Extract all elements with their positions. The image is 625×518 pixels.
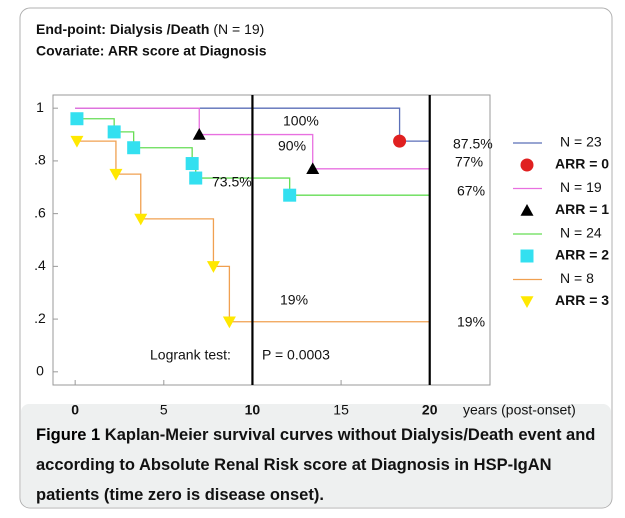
annotation: 77% <box>455 154 483 170</box>
caption-label: Figure 1 <box>36 426 101 444</box>
legend-label: N = 24 <box>560 225 602 241</box>
caption-text: Kaplan-Meier survival curves without Dia… <box>36 426 596 504</box>
annotation: Logrank test: <box>150 347 231 363</box>
x-tick-label: 15 <box>333 402 349 418</box>
x-axis-label: years (post-onset) <box>463 402 576 418</box>
legend-label: ARR = 3 <box>555 292 609 308</box>
y-tick-label: .4 <box>34 257 46 273</box>
legend-marker <box>520 204 534 216</box>
marker <box>222 316 236 329</box>
legend-label: N = 8 <box>560 270 594 286</box>
y-tick-label: 0 <box>36 363 44 379</box>
caption: Figure 1 Kaplan-Meier survival curves wi… <box>36 420 596 510</box>
legend-marker <box>520 158 534 172</box>
marker <box>70 112 84 126</box>
title-main: End-point: Dialysis /Death <box>36 21 209 37</box>
marker <box>306 162 320 175</box>
figure-border <box>19 7 613 509</box>
marker <box>185 157 199 171</box>
marker <box>70 135 84 148</box>
legend-marker <box>520 249 534 263</box>
y-tick-label: .2 <box>34 310 46 326</box>
x-tick-label: 20 <box>422 402 438 418</box>
legend-label: ARR = 2 <box>555 247 609 263</box>
marker <box>107 125 121 139</box>
marker <box>109 168 123 181</box>
annotation: 90% <box>278 138 306 154</box>
x-tick-label: 5 <box>160 402 168 418</box>
legend-label: ARR = 0 <box>555 156 609 172</box>
caption-background <box>21 404 611 507</box>
legend-label: N = 23 <box>560 134 602 150</box>
marker <box>134 213 148 226</box>
y-tick-label: .6 <box>34 204 46 220</box>
chart-subtitle: Covariate: ARR score at Diagnosis <box>36 43 267 59</box>
legend-label: N = 19 <box>560 179 602 195</box>
survival-curve <box>75 140 430 323</box>
x-tick-label: 10 <box>245 402 261 418</box>
chart-title: End-point: Dialysis /Death (N = 19) <box>36 21 264 37</box>
y-tick-label: 1 <box>36 99 44 115</box>
plot-frame <box>52 94 491 386</box>
marker <box>127 141 141 155</box>
marker <box>206 261 220 273</box>
marker <box>189 171 203 185</box>
annotation: 19% <box>280 292 308 308</box>
annotation: 73.5% <box>212 174 252 190</box>
marker <box>192 128 206 140</box>
y-tick-label: .8 <box>34 152 46 168</box>
survival-curve <box>75 107 430 142</box>
survival-curve <box>75 107 430 170</box>
annotation: P = 0.0003 <box>262 347 330 363</box>
title-note: (N = 19) <box>213 21 264 37</box>
legend-marker <box>520 296 534 308</box>
marker <box>393 134 407 148</box>
annotation: 19% <box>457 314 485 330</box>
annotation: 100% <box>283 113 319 129</box>
legend-label: ARR = 1 <box>555 201 609 217</box>
annotation: 67% <box>457 183 485 199</box>
marker <box>283 188 297 202</box>
x-tick-label: 0 <box>71 402 79 418</box>
annotation: 87.5% <box>453 136 493 152</box>
